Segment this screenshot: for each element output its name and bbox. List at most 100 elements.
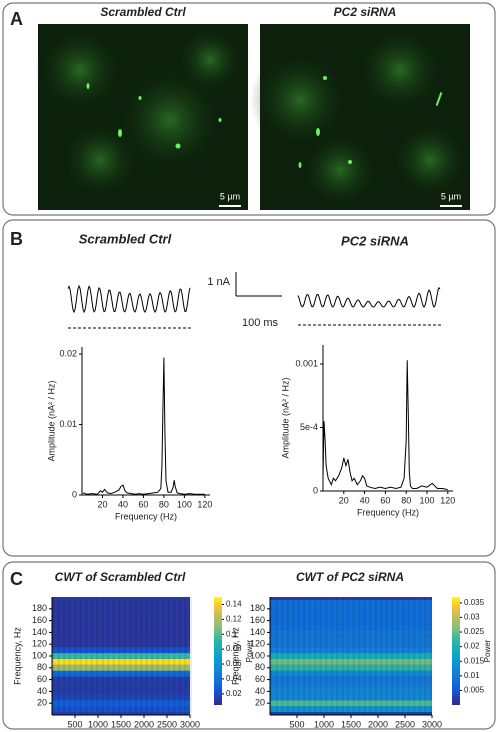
texture <box>319 597 322 715</box>
heatmap-row <box>270 700 432 707</box>
scale-label: 5 µm <box>441 191 461 201</box>
texture <box>308 597 311 715</box>
x-tick-label: 120 <box>197 499 212 509</box>
y-tick-label: 80 <box>255 662 265 672</box>
heatmap-row <box>52 617 190 624</box>
x-tick-label: 1500 <box>341 719 361 729</box>
texture <box>281 597 284 715</box>
texture <box>363 597 366 715</box>
heatmap-row <box>270 653 432 659</box>
y-tick-label: 0.02 <box>59 348 77 358</box>
texture <box>145 597 148 715</box>
x-tick-label: 1500 <box>111 719 131 729</box>
spectrum-line <box>322 360 448 491</box>
heatmap-row <box>52 623 190 630</box>
x-tick-label: 1000 <box>88 719 108 729</box>
y-tick-label: 140 <box>32 627 47 637</box>
x-tick-label: 1000 <box>314 719 334 729</box>
x-tick-label: 3000 <box>180 719 200 729</box>
x-tick-label: 60 <box>138 499 148 509</box>
y-tick-label: 180 <box>250 603 265 613</box>
y-tick-label: 40 <box>255 686 265 696</box>
x-tick-label: 120 <box>440 495 455 505</box>
y-tick-label: 180 <box>32 603 47 613</box>
colorbar-label: Power <box>483 639 492 662</box>
texture <box>391 597 394 715</box>
colorbar-tick-label: 0.04 <box>226 674 242 683</box>
heatmap-row <box>52 599 190 606</box>
heatmap-row <box>270 623 432 630</box>
heatmap-row <box>52 658 190 665</box>
texture <box>178 597 181 715</box>
x-tick-label: 40 <box>360 495 370 505</box>
texture <box>396 597 399 715</box>
texture <box>407 597 410 715</box>
y-tick-label: 0 <box>72 489 77 499</box>
heatmap-row <box>270 599 432 606</box>
heatmap-row <box>52 605 190 612</box>
y-tick-label: 60 <box>37 674 47 684</box>
x-tick-label: 20 <box>97 499 107 509</box>
texture <box>63 597 66 715</box>
texture <box>52 597 55 715</box>
y-tick-label: 100 <box>250 650 265 660</box>
texture <box>151 597 154 715</box>
heatmap-row <box>270 664 432 671</box>
texture <box>96 597 99 715</box>
heatmap-row <box>52 700 190 707</box>
texture <box>74 597 77 715</box>
trace-title: Scrambled Ctrl <box>79 231 172 246</box>
x-tick-label: 500 <box>289 719 304 729</box>
x-axis-label: Frequency (Hz) <box>115 511 177 521</box>
panel-letter: B <box>10 229 23 249</box>
texture <box>429 597 432 715</box>
y-tick-label: 100 <box>32 650 47 660</box>
y-tick-label: 40 <box>37 686 47 696</box>
texture <box>134 597 137 715</box>
colorbar-tick-label: 0.1 <box>226 629 238 638</box>
colorbar-tick-label: 0.005 <box>464 686 485 695</box>
current-trace <box>67 284 191 314</box>
colorbar-tick-label: 0.015 <box>464 656 485 665</box>
y-tick-label: 5e-4 <box>300 422 318 432</box>
heatmap-row <box>52 664 190 671</box>
texture <box>424 597 427 715</box>
texture <box>167 597 170 715</box>
heatmap-row <box>270 605 432 612</box>
colorbar <box>214 597 222 705</box>
texture <box>173 597 176 715</box>
texture <box>140 597 143 715</box>
x-tick-label: 80 <box>159 499 169 509</box>
y-axis-label: Amplitude (nA² / Hz) <box>46 380 56 461</box>
x-tick-label: 2000 <box>134 719 154 729</box>
heatmap-row <box>52 611 190 618</box>
colorbar-tick-label: 0.08 <box>226 644 242 653</box>
scale-label: 5 µm <box>220 191 240 201</box>
heatmap-row <box>52 629 190 636</box>
texture <box>123 597 126 715</box>
texture <box>352 597 355 715</box>
heatmap-row <box>52 682 190 689</box>
colorbar-label: Power <box>245 639 254 662</box>
texture <box>68 597 71 715</box>
texture <box>162 597 165 715</box>
y-tick-label: 120 <box>250 639 265 649</box>
heatmap-row <box>270 706 432 713</box>
chart-title: CWT of PC2 siRNA <box>296 570 404 584</box>
texture <box>358 597 361 715</box>
colorbar-tick-label: 0.035 <box>464 598 485 607</box>
texture <box>330 597 333 715</box>
colorbar-tick-label: 0.02 <box>226 689 242 698</box>
colorbar-tick-label: 0.03 <box>464 613 480 622</box>
micrograph <box>35 24 248 210</box>
heatmap-row <box>52 688 190 695</box>
y-tick-label: 20 <box>37 698 47 708</box>
x-tick-label: 100 <box>177 499 192 509</box>
texture <box>118 597 121 715</box>
heatmap-row <box>52 706 190 713</box>
heatmap-row <box>270 688 432 695</box>
texture <box>189 597 192 715</box>
heatmap-row <box>270 694 432 701</box>
scale-label: 1 nA <box>207 276 230 288</box>
texture <box>270 597 273 715</box>
